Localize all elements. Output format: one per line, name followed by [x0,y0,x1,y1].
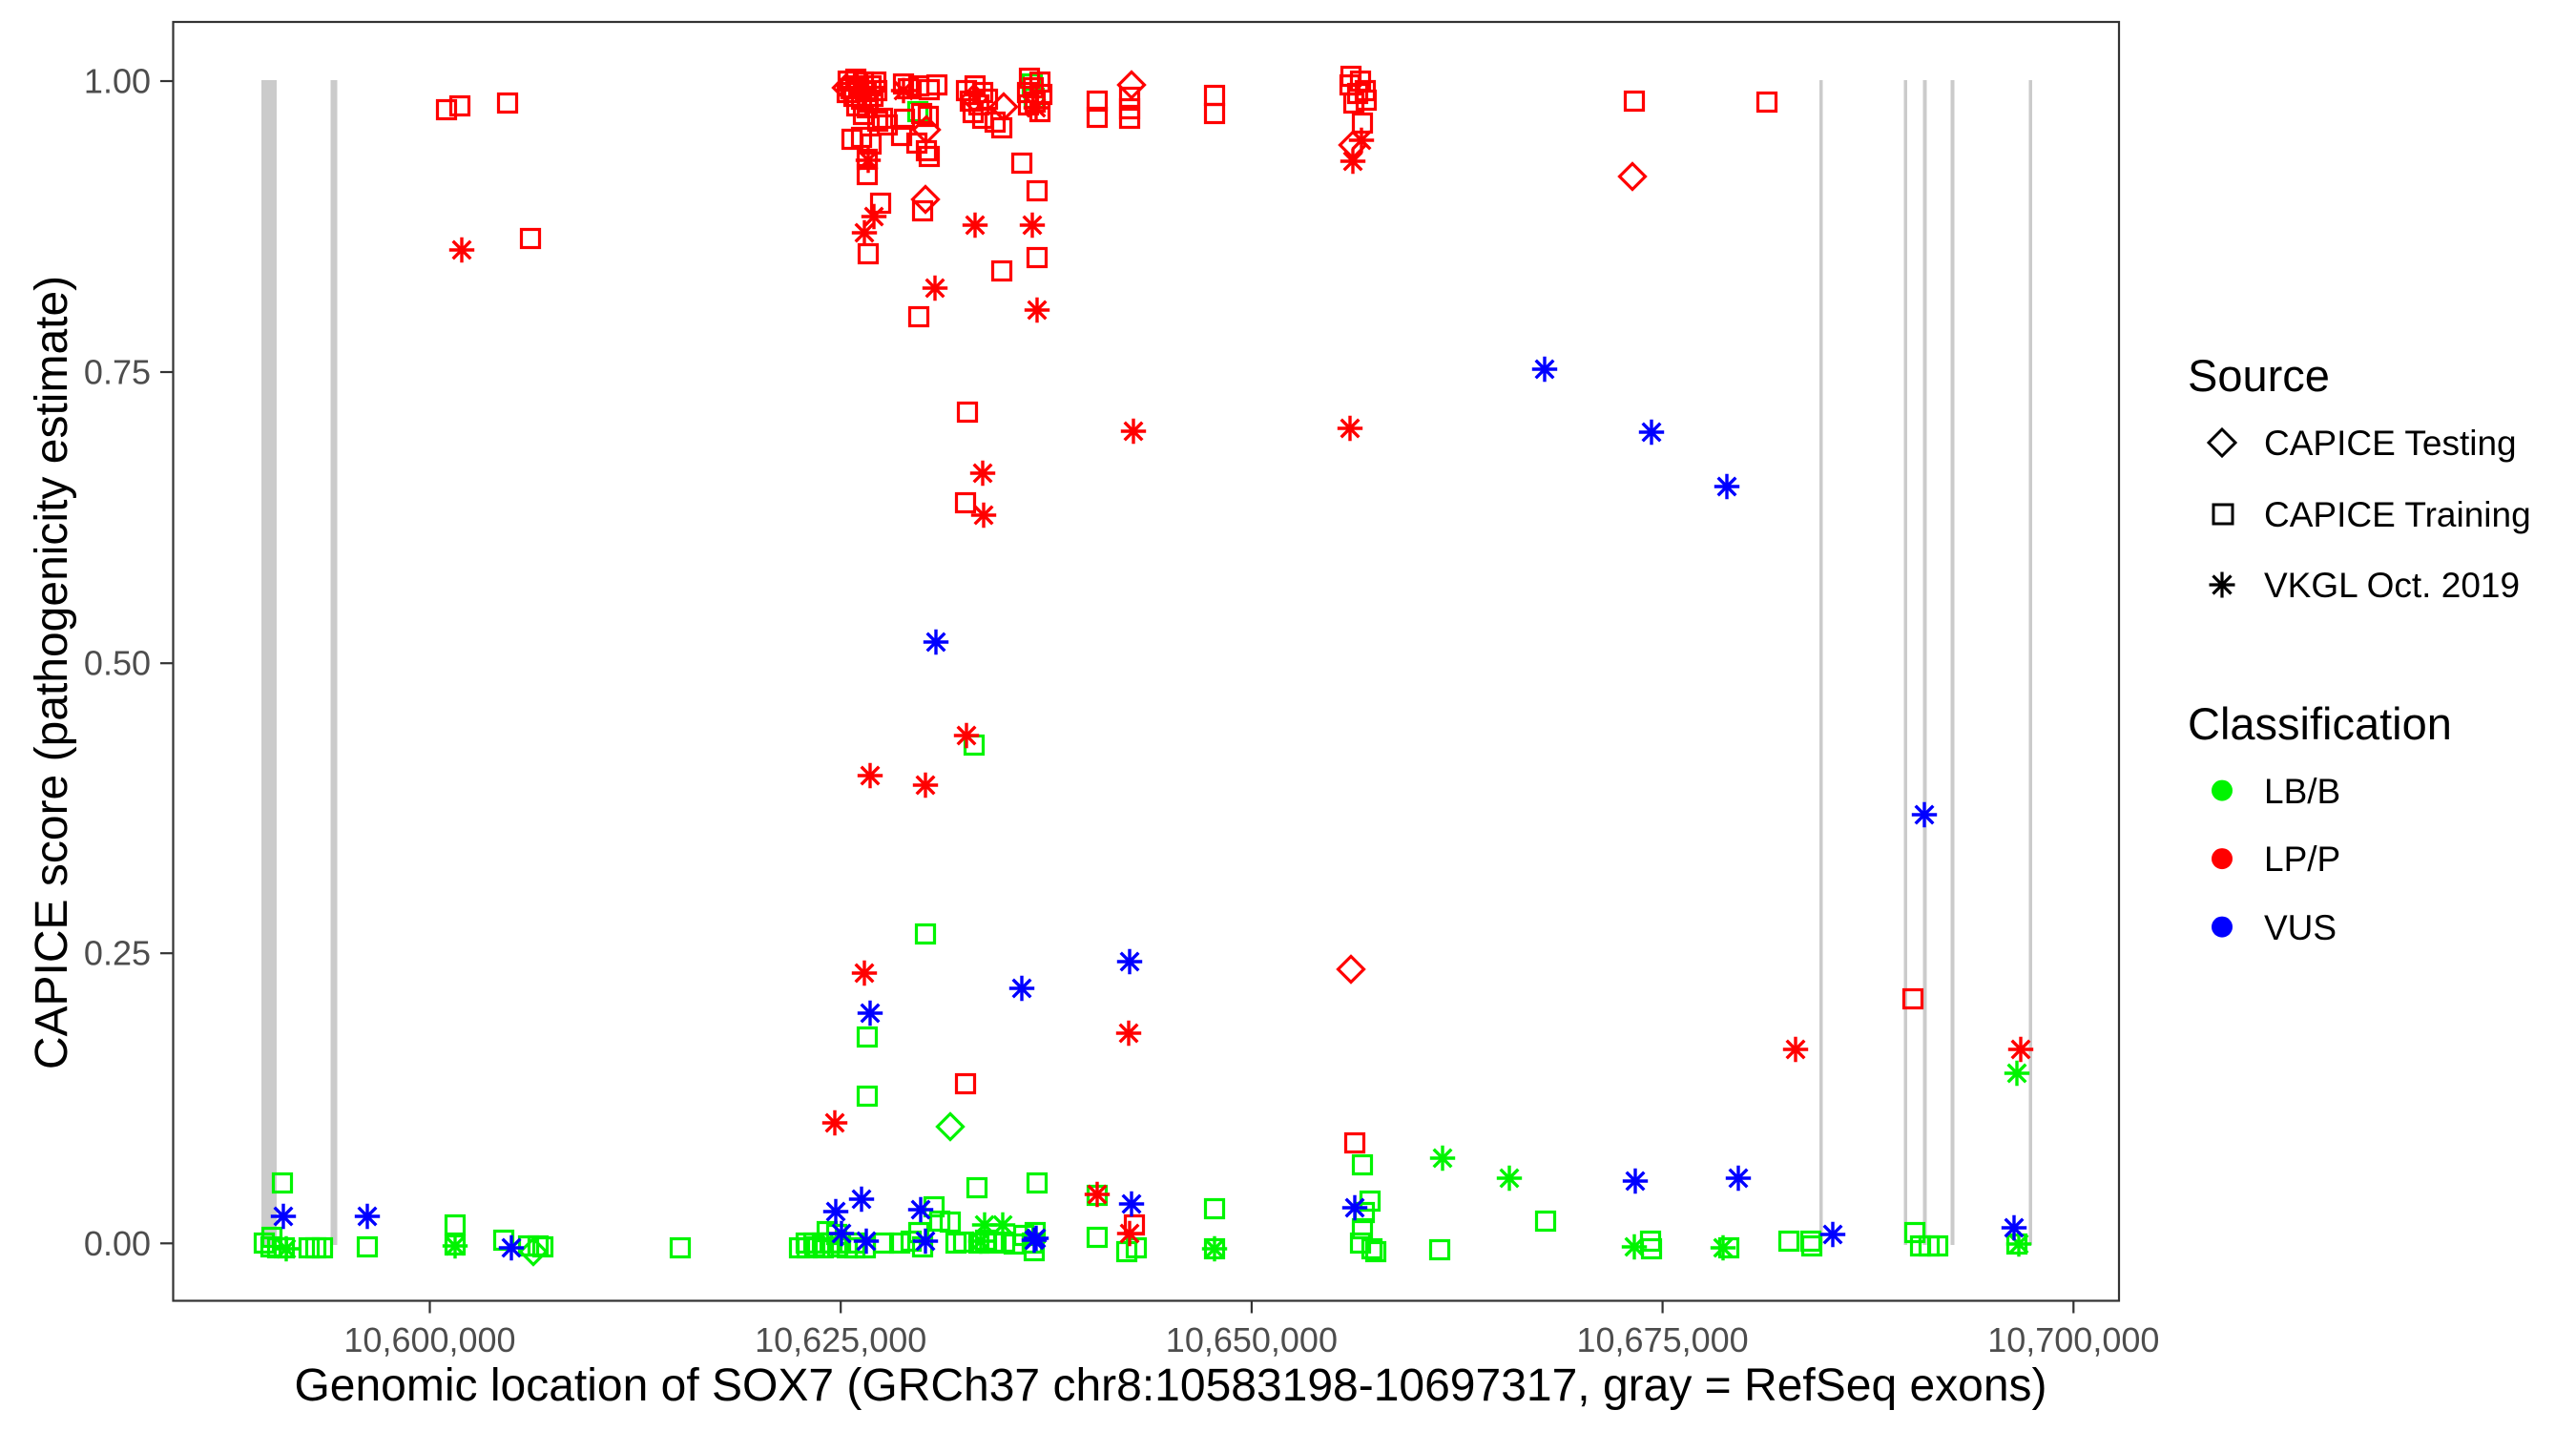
svg-text:VKGL Oct. 2019: VKGL Oct. 2019 [2264,566,2520,605]
svg-text:LP/P: LP/P [2264,840,2340,879]
svg-text:Classification: Classification [2188,698,2452,749]
svg-text:1.00: 1.00 [84,62,151,101]
svg-text:10,700,000: 10,700,000 [1987,1320,2159,1359]
svg-text:CAPICE Training: CAPICE Training [2264,495,2531,534]
svg-text:Genomic location of SOX7 (GRCh: Genomic location of SOX7 (GRCh37 chr8:10… [294,1360,2046,1411]
svg-text:0.75: 0.75 [84,353,151,392]
svg-text:0.50: 0.50 [84,644,151,683]
svg-text:CAPICE score (pathogenicity es: CAPICE score (pathogenicity estimate) [27,276,77,1069]
svg-text:0.00: 0.00 [84,1224,151,1263]
svg-text:10,600,000: 10,600,000 [343,1320,515,1359]
svg-text:0.25: 0.25 [84,934,151,973]
svg-text:VUS: VUS [2264,908,2337,947]
svg-text:Source: Source [2188,350,2330,401]
svg-text:10,675,000: 10,675,000 [1577,1320,1749,1359]
svg-text:10,650,000: 10,650,000 [1166,1320,1338,1359]
svg-text:LB/B: LB/B [2264,772,2340,811]
svg-text:10,625,000: 10,625,000 [755,1320,926,1359]
svg-text:CAPICE Testing: CAPICE Testing [2264,424,2517,463]
